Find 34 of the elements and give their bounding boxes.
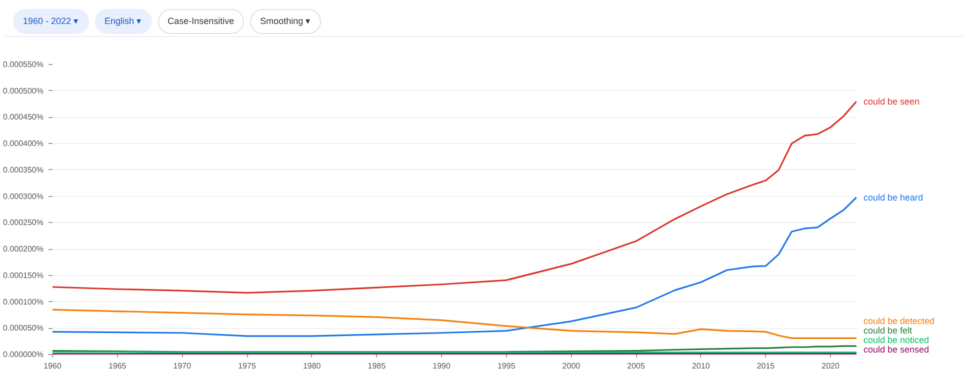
- x-tick-label: 1990: [432, 362, 451, 370]
- series-label: could be seen: [863, 96, 920, 106]
- y-tick-label: 0.000550%: [3, 60, 44, 69]
- x-tick-label: 2020: [822, 362, 840, 370]
- y-tick-label: 0.000350%: [3, 165, 44, 174]
- x-tick-label: 2010: [692, 362, 710, 370]
- y-tick-label: 0.000150%: [3, 270, 44, 280]
- y-tick-label: 0.000050%: [3, 324, 44, 333]
- x-tick-label: 1985: [368, 362, 386, 370]
- series-label: could be felt: [863, 325, 913, 336]
- line-series: [52, 308, 856, 339]
- y-tick-label: 0.000000%: [3, 350, 44, 359]
- series-label: could be sensed: [863, 344, 930, 354]
- x-tick-label: 2015: [756, 362, 776, 370]
- x-tick-label: 2000: [562, 362, 581, 370]
- y-tick-label: 0.000250%: [3, 218, 44, 228]
- line-series: [52, 100, 856, 294]
- series-label: could be noticed: [863, 334, 930, 345]
- y-tick-label: 0.000200%: [3, 244, 44, 254]
- series-label: could be detected: [863, 316, 935, 326]
- y-tick-label: 0.000400%: [3, 139, 44, 148]
- x-tick-label: 1960: [44, 362, 62, 370]
- line-series: [52, 196, 856, 337]
- x-tick-label: 1975: [238, 362, 256, 370]
- x-tick-label: 1980: [302, 362, 322, 370]
- x-tick-label: 1970: [173, 362, 192, 370]
- y-tick-label: 0.000300%: [3, 192, 44, 201]
- series-label: could be heard: [863, 192, 924, 202]
- x-tick-label: 1965: [108, 362, 127, 370]
- y-tick-label: 0.000500%: [3, 86, 44, 96]
- y-tick-label: 0.000450%: [3, 112, 44, 122]
- x-tick-label: 1995: [497, 362, 516, 370]
- x-tick-label: 2005: [627, 362, 646, 370]
- y-tick-label: 0.000100%: [3, 297, 44, 306]
